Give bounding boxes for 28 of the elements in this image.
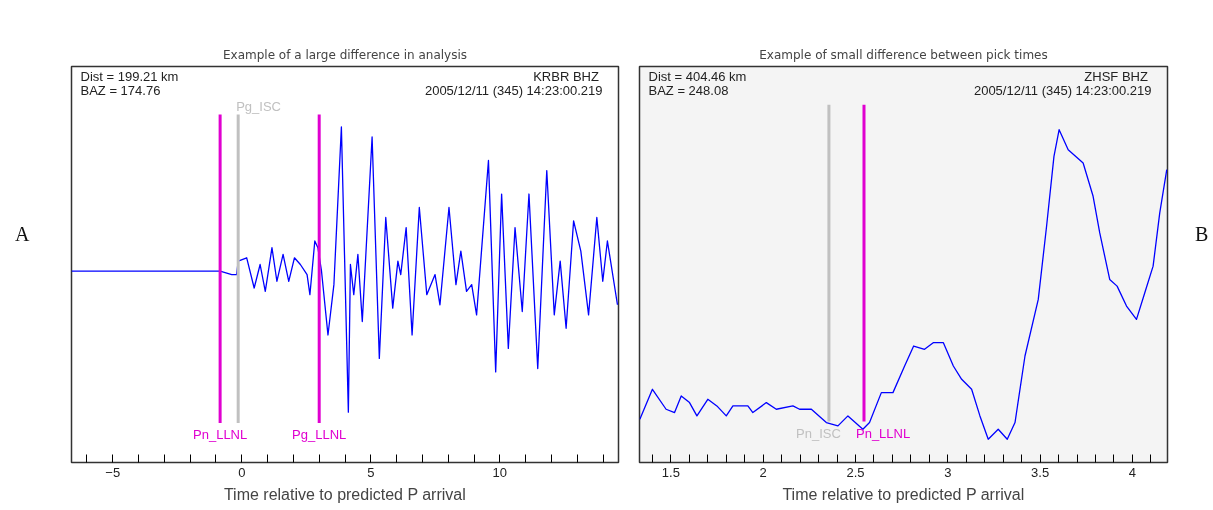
- x-tick-label: 2.5: [846, 464, 865, 480]
- chart-title: Example of small difference between pick times: [759, 47, 1048, 62]
- ref-line-label: Pg_LLNL: [292, 426, 347, 442]
- ref-line-label: Pn_LLNL: [193, 426, 248, 442]
- text: BAZ = 174.76: [80, 82, 161, 98]
- x-tick-label: 5: [367, 464, 375, 480]
- x-tick-label: 3.5: [1031, 464, 1050, 480]
- text: B: [1195, 222, 1209, 247]
- x-tick-label: 1.5: [661, 464, 680, 480]
- x-tick-label: 4: [1128, 464, 1137, 480]
- text: BAZ = 248.08: [648, 82, 729, 98]
- x-tick-label: −5: [105, 464, 121, 480]
- x-tick-label: 3: [944, 464, 952, 480]
- chart-title: Example of a large difference in analysis: [222, 47, 468, 62]
- x-tick-label: 2: [759, 464, 767, 480]
- text: KRBR BHZ: [533, 68, 599, 84]
- x-axis-title: Time relative to predicted P arrival: [223, 485, 466, 503]
- text: 2005/12/11 (345) 14:23:00.219: [973, 82, 1152, 98]
- text: A: [15, 222, 30, 247]
- text: Dist = 404.46 km: [648, 68, 747, 84]
- text: 2005/12/11 (345) 14:23:00.219: [424, 82, 603, 98]
- x-tick-label: 0: [238, 464, 246, 480]
- ref-line-label: Pn_LLNL: [855, 425, 911, 441]
- x-axis-title: Time relative to predicted P arrival: [782, 485, 1025, 503]
- text: Dist = 199.21 km: [80, 68, 179, 84]
- ref-line-label: Pg_ISC: [236, 99, 281, 115]
- x-tick-label: 10: [492, 464, 508, 480]
- text: ZHSF BHZ: [1084, 68, 1148, 84]
